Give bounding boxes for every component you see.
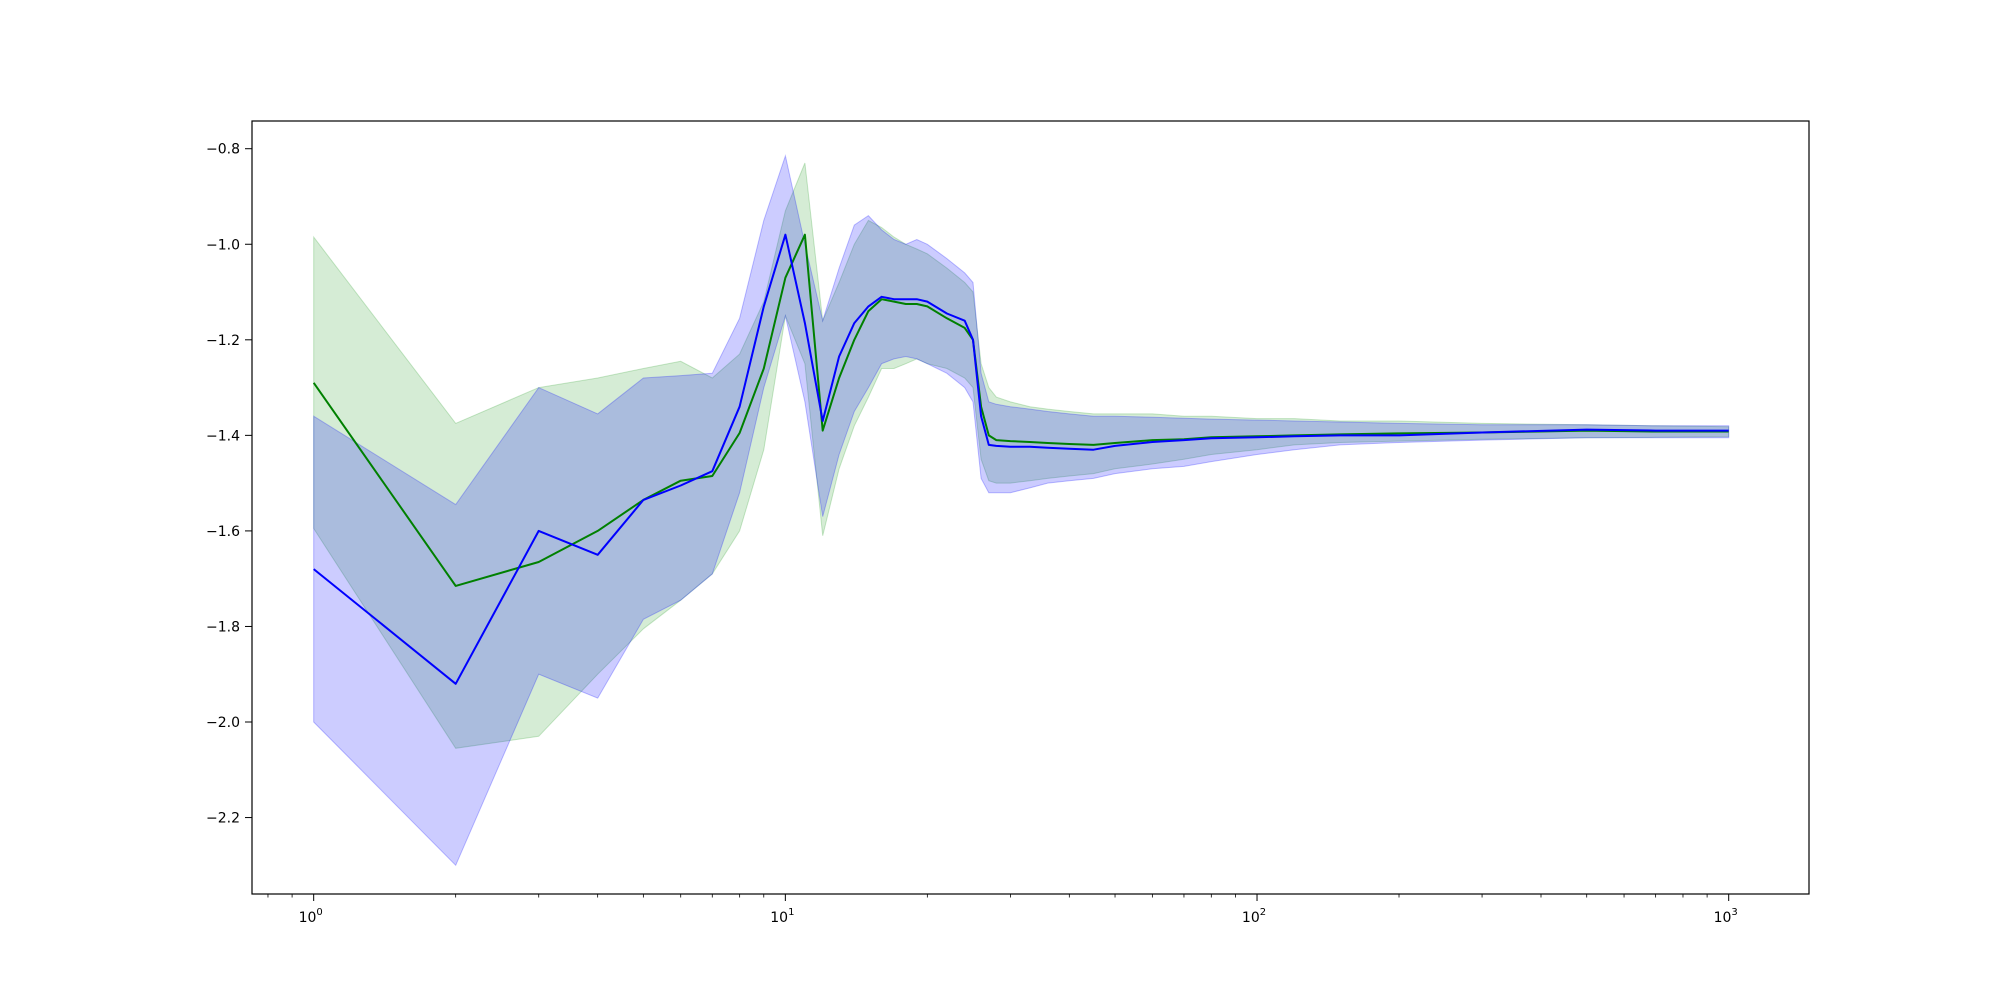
y-tick-label: −1.2: [206, 333, 240, 349]
y-tick-label: −1.6: [206, 524, 240, 540]
x-tick-label: 102: [1242, 907, 1266, 926]
x-tick-label: 103: [1714, 907, 1738, 926]
x-tick-label: 101: [770, 907, 794, 926]
y-tick-label: −1.4: [206, 428, 240, 444]
series-2-line: [313, 233, 1729, 685]
y-tick-label: −0.8: [206, 142, 240, 158]
y-tick-label: −1.8: [206, 619, 240, 635]
y-tick-label: −2.0: [206, 715, 240, 731]
plot-frame: [251, 120, 1810, 895]
series-2-band: [313, 154, 1730, 867]
y-axis: −0.8 −1.0 −1.2 −1.4 −1.6 −1.8 −2.0 −2.2: [206, 142, 252, 827]
series-1-band: [313, 162, 1730, 749]
x-tick-label: 100: [299, 907, 323, 926]
y-tick-label: −1.0: [206, 237, 240, 253]
x-axis: 100 101 102 103: [267, 894, 1738, 926]
series-lines: [312, 233, 1729, 685]
confidence-bands: [313, 154, 1730, 867]
y-tick-label: −2.2: [206, 811, 240, 827]
